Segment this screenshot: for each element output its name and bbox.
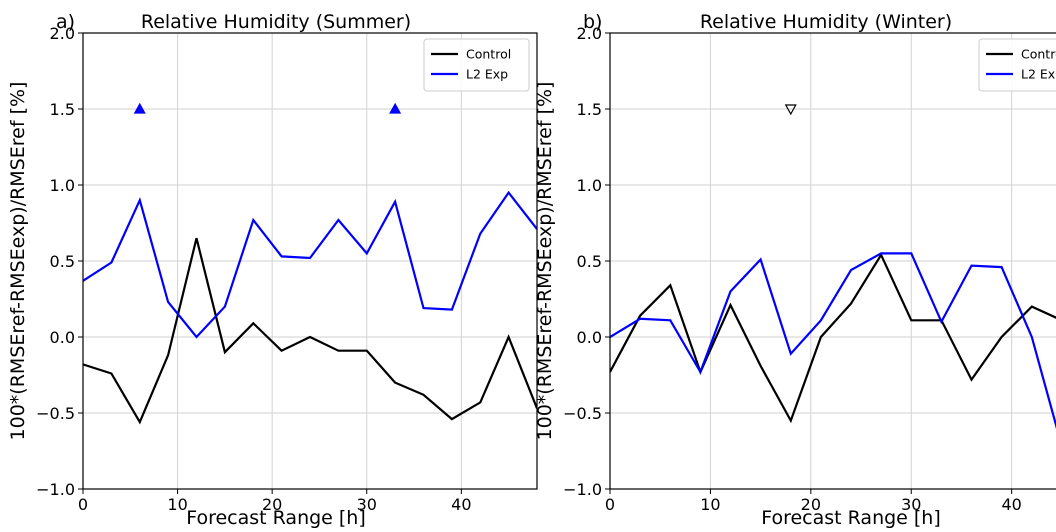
series-line-l2-exp: [610, 252, 1056, 430]
legend-label-control: Control: [466, 47, 511, 62]
panel-label: a): [56, 11, 75, 33]
x-axis-label: Forecast Range [h]: [761, 507, 941, 529]
y-tick-label: 2.0: [50, 24, 75, 43]
y-tick-label: 1.5: [50, 100, 75, 119]
legend-label-l2-exp: L2 Exp: [1021, 67, 1056, 82]
chart-title: Relative Humidity (Summer): [141, 11, 411, 33]
y-tick-label: 1.0: [50, 176, 75, 195]
legend-label-l2-exp: L2 Exp: [466, 67, 508, 82]
y-tick-label: −1.0: [563, 480, 602, 499]
x-tick-label: 10: [700, 495, 720, 514]
y-tick-label: 1.5: [577, 100, 602, 119]
y-axis-label: 100*(RMSEref-RMSEexp)/RMSEref [%]: [7, 82, 29, 441]
panel-winter: b) Relative Humidity (Winter) Forecast R…: [534, 11, 1056, 529]
x-tick-label: 40: [1001, 495, 1021, 514]
y-axis: −1.0 −0.5 0.0 0.5 1.0 1.5 2.0: [563, 24, 610, 499]
significance-markers: [784, 104, 797, 116]
significance-marker-triangle-up: [133, 102, 146, 114]
series-layer: [83, 190, 537, 425]
legend-box: [423, 38, 530, 92]
y-tick-label: 1.0: [577, 176, 602, 195]
significance-marker-triangle-up: [389, 102, 402, 114]
x-tick-label: 0: [78, 495, 88, 514]
y-tick-label: −1.0: [36, 480, 75, 499]
x-axis: 0 10 20 30 40: [78, 489, 472, 514]
series-line-control: [610, 252, 1056, 424]
x-tick-label: 0: [605, 495, 615, 514]
x-tick-label: 30: [901, 495, 921, 514]
x-axis: 0 10 20 30 40: [605, 489, 1022, 514]
x-axis-label: Forecast Range [h]: [186, 507, 366, 529]
y-tick-label: 0.0: [577, 328, 602, 347]
chart-title: Relative Humidity (Winter): [700, 11, 952, 33]
y-tick-label: 0.5: [577, 252, 602, 271]
y-tick-label: −0.5: [36, 404, 75, 423]
significance-marker-triangle-down: [784, 104, 797, 116]
legend-box: [978, 38, 1056, 92]
x-tick-label: 10: [167, 495, 187, 514]
series-line-l2-exp: [83, 190, 537, 339]
y-axis: −1.0 −0.5 0.0 0.5 1.0 1.5 2.0: [36, 24, 83, 499]
panel-label: b): [583, 11, 602, 33]
legend: Control L2 Exp: [423, 38, 530, 92]
y-tick-label: 0.0: [50, 328, 75, 347]
grid: [610, 33, 1056, 489]
x-tick-label: 20: [262, 495, 282, 514]
y-tick-label: −0.5: [563, 404, 602, 423]
legend-label-control: Control: [1021, 47, 1056, 62]
y-tick-label: 2.0: [577, 24, 602, 43]
significance-markers: [133, 102, 402, 114]
x-tick-label: 20: [801, 495, 821, 514]
x-tick-label: 30: [357, 495, 377, 514]
x-tick-label: 40: [451, 495, 471, 514]
y-tick-label: 0.5: [50, 252, 75, 271]
series-layer: [610, 252, 1056, 430]
panel-summer: a) Relative Humidity (Summer) Forecast R…: [7, 11, 538, 529]
y-axis-label: 100*(RMSEref-RMSEexp)/RMSEref [%]: [534, 82, 556, 441]
series-line-control: [83, 237, 537, 425]
legend: Control L2 Exp: [978, 38, 1056, 92]
